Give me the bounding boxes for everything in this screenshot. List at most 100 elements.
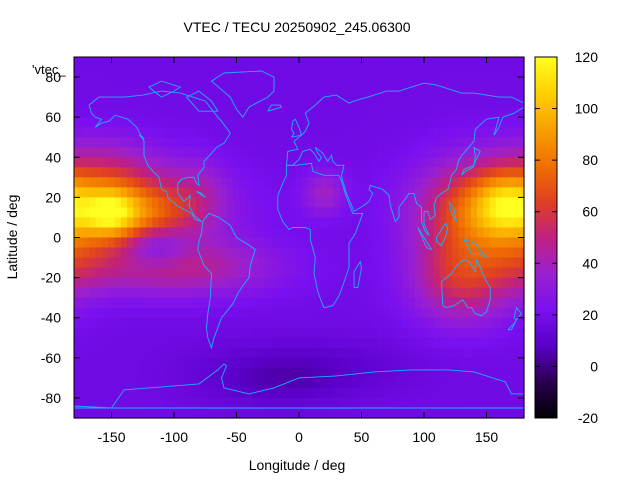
heatmap-cell bbox=[102, 137, 109, 148]
heatmap-cell bbox=[408, 297, 416, 309]
heatmap-cell bbox=[364, 317, 372, 329]
heatmap-cell bbox=[333, 317, 341, 329]
heatmap-cell bbox=[108, 87, 116, 98]
heatmap-cell bbox=[264, 127, 272, 138]
heatmap-cell bbox=[202, 387, 209, 399]
heatmap-cell bbox=[458, 197, 466, 209]
heatmap-cell bbox=[439, 67, 447, 78]
heatmap-cell bbox=[389, 307, 397, 319]
heatmap-cell bbox=[495, 137, 503, 148]
heatmap-cell bbox=[483, 137, 491, 148]
coastline bbox=[148, 80, 182, 98]
heatmap-cell bbox=[395, 247, 403, 259]
heatmap-cell bbox=[120, 387, 128, 399]
heatmap-cell bbox=[133, 367, 141, 379]
heatmap-cell bbox=[389, 187, 397, 198]
heatmap-cell bbox=[127, 387, 134, 399]
heatmap-cell bbox=[358, 257, 366, 269]
heatmap-cell bbox=[302, 137, 309, 148]
heatmap-cell bbox=[295, 197, 303, 209]
heatmap-cell bbox=[270, 87, 278, 98]
heatmap-cell bbox=[408, 77, 416, 88]
heatmap-cell bbox=[439, 217, 447, 229]
heatmap-cell bbox=[358, 197, 366, 209]
heatmap-cell bbox=[433, 357, 441, 369]
heatmap-cell bbox=[314, 407, 322, 419]
heatmap-cell bbox=[514, 237, 522, 249]
heatmap-cell bbox=[520, 67, 525, 78]
heatmap-cell bbox=[520, 227, 525, 239]
heatmap-cell bbox=[377, 187, 384, 198]
heatmap-cell bbox=[308, 87, 316, 98]
heatmap-cell bbox=[214, 297, 222, 309]
heatmap-cell bbox=[383, 287, 391, 299]
heatmap-cell bbox=[108, 207, 116, 219]
heatmap-cell bbox=[483, 77, 491, 88]
heatmap-cell bbox=[470, 397, 478, 409]
heatmap-cell bbox=[164, 357, 172, 369]
heatmap-cell bbox=[183, 127, 191, 138]
heatmap-cell bbox=[195, 107, 203, 118]
heatmap-cell bbox=[183, 337, 191, 349]
heatmap-cell bbox=[358, 267, 366, 279]
heatmap-cell bbox=[439, 337, 447, 349]
heatmap-cell bbox=[77, 357, 84, 369]
heatmap-cell bbox=[239, 127, 247, 138]
heatmap-cell bbox=[520, 87, 525, 98]
heatmap-cell bbox=[389, 77, 397, 88]
heatmap-cell bbox=[108, 307, 116, 319]
heatmap-cell bbox=[177, 407, 184, 419]
heatmap-cell bbox=[133, 87, 141, 98]
heatmap-cell bbox=[327, 237, 334, 249]
heatmap-cell bbox=[345, 77, 353, 88]
heatmap-cell bbox=[483, 297, 491, 309]
heatmap-cell bbox=[483, 157, 491, 168]
heatmap-cell bbox=[152, 247, 159, 259]
heatmap-cell bbox=[302, 57, 309, 68]
heatmap-cell bbox=[264, 247, 272, 259]
heatmap-cell bbox=[102, 67, 109, 78]
heatmap-cell bbox=[170, 177, 178, 188]
heatmap-cell bbox=[458, 227, 466, 239]
heatmap-cell bbox=[358, 297, 366, 309]
heatmap-cell bbox=[327, 157, 334, 168]
heatmap-cell bbox=[489, 337, 497, 349]
heatmap-cell bbox=[189, 307, 197, 319]
heatmap-cell bbox=[395, 387, 403, 399]
heatmap-cell bbox=[208, 287, 216, 299]
heatmap-cell bbox=[427, 87, 434, 98]
heatmap-cell bbox=[183, 257, 191, 269]
heatmap-cell bbox=[108, 377, 116, 389]
heatmap-cell bbox=[333, 207, 341, 219]
heatmap-cell bbox=[245, 107, 253, 118]
heatmap-cell bbox=[308, 227, 316, 239]
heatmap-cell bbox=[358, 217, 366, 229]
heatmap-cell bbox=[489, 207, 497, 219]
heatmap-cell bbox=[95, 217, 103, 229]
heatmap-cell bbox=[377, 87, 384, 98]
heatmap-cell bbox=[139, 227, 147, 239]
heatmap-cell bbox=[514, 207, 522, 219]
heatmap-cell bbox=[358, 287, 366, 299]
heatmap-cell bbox=[345, 397, 353, 409]
heatmap-cell bbox=[464, 317, 472, 329]
heatmap-cell bbox=[158, 267, 166, 279]
heatmap-cell bbox=[402, 237, 409, 249]
heatmap-cell bbox=[352, 327, 359, 339]
heatmap-cell bbox=[408, 67, 416, 78]
heatmap-cell bbox=[308, 157, 316, 168]
heatmap-cell bbox=[233, 117, 241, 128]
heatmap-cell bbox=[470, 107, 478, 118]
heatmap-cell bbox=[95, 307, 103, 319]
heatmap-cell bbox=[370, 127, 378, 138]
heatmap-cell bbox=[83, 177, 91, 188]
heatmap-cell bbox=[83, 107, 91, 118]
heatmap-cell bbox=[520, 217, 525, 229]
heatmap-cell bbox=[245, 77, 253, 88]
heatmap-cell bbox=[214, 307, 222, 319]
heatmap-cell bbox=[108, 227, 116, 239]
heatmap-cell bbox=[214, 337, 222, 349]
heatmap-cell bbox=[74, 287, 78, 299]
heatmap-cell bbox=[152, 147, 159, 158]
heatmap-cell bbox=[314, 267, 322, 279]
